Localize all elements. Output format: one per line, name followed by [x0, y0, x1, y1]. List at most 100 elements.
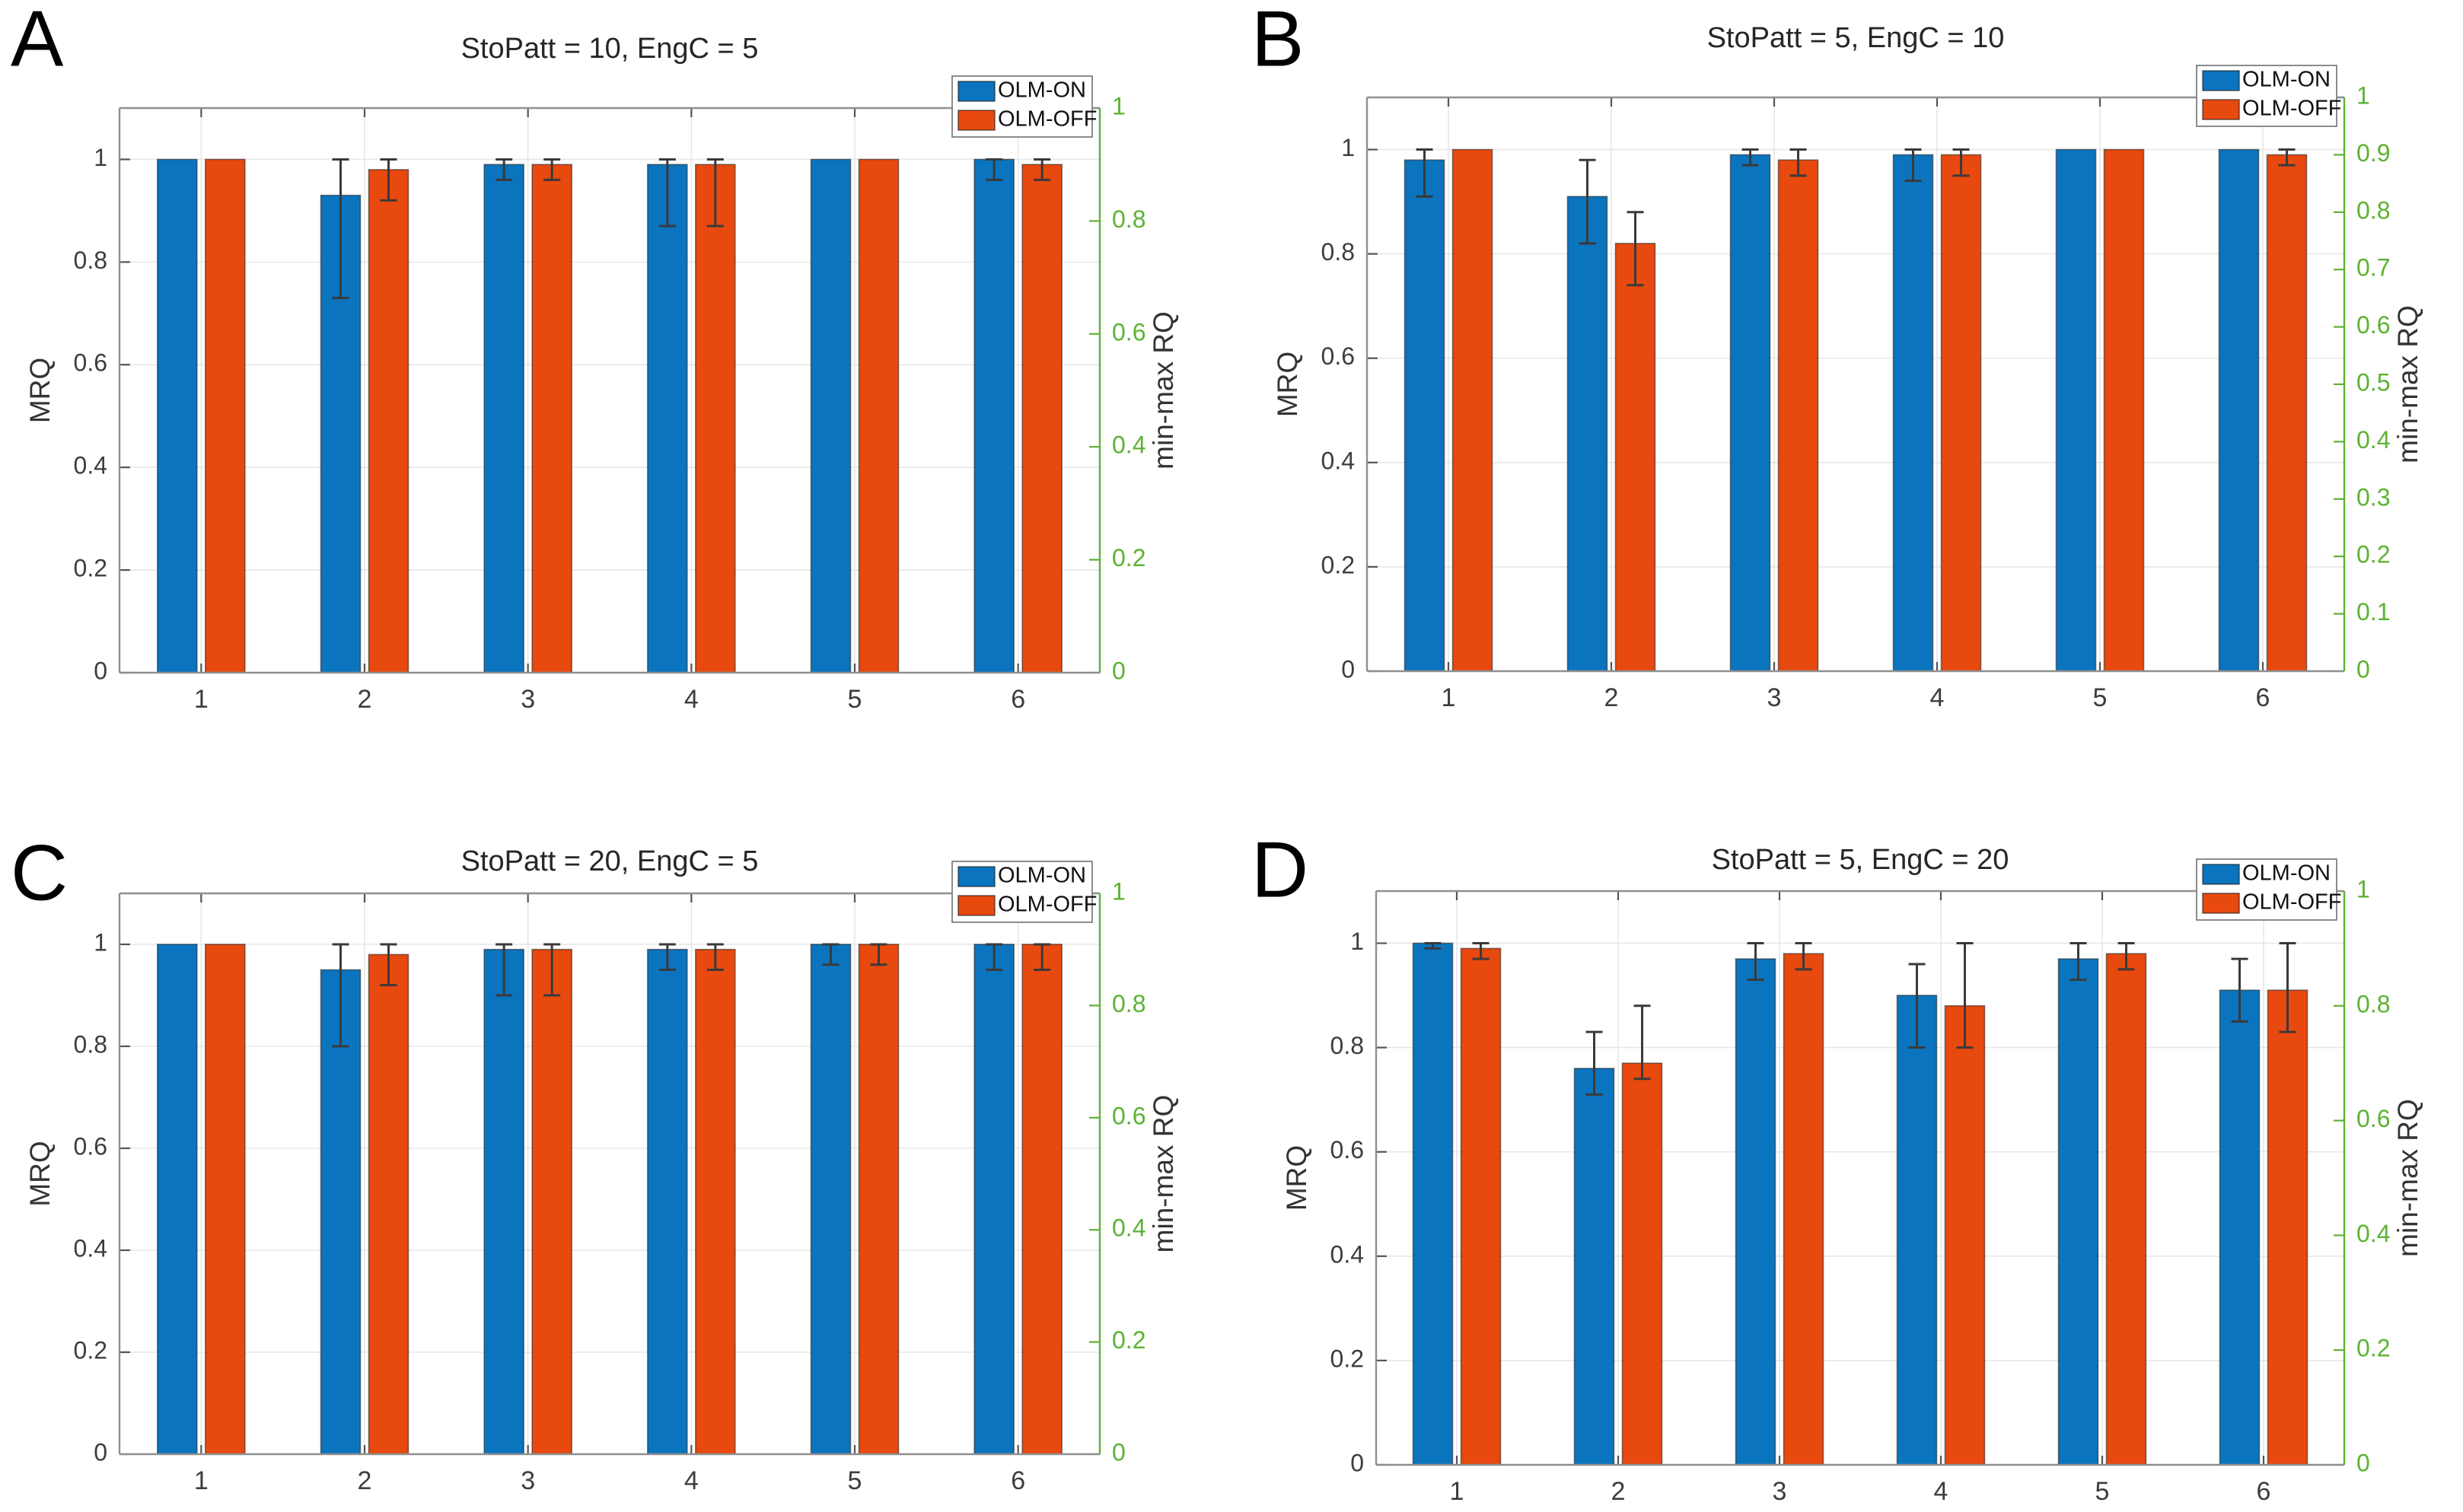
bar-olm-on-6	[973, 158, 1015, 673]
legend: OLM-ON OLM-OFF	[951, 75, 1098, 138]
y-axis-tick-label: 1	[1350, 928, 1364, 955]
x-axis-tick-label: 3	[1773, 1477, 1787, 1506]
error-bar-olm-off-2	[380, 943, 397, 987]
y-axis-tick-label: 0.8	[74, 247, 107, 274]
x-axis-tick-label: 4	[684, 1466, 699, 1495]
right-axis-label: min-max RQ	[1148, 1095, 1179, 1253]
y-axis-tick-label: 0.6	[74, 1132, 107, 1160]
panel-B: 0 0.2 0.4 0.6 0.8 1 0 0.1 0.2 0.3 0.4 0.5 0.6 0.7 0.8 0…	[1232, 0, 2463, 756]
bar-chart-panel-B: 0 0.2 0.4 0.6 0.8 1 0 0.1 0.2 0.3 0.4 0.5 0.6 0.7 0.8 0…	[1251, 0, 2423, 712]
bar-olm-on-4	[647, 948, 688, 1455]
right-axis-tick-label: 0.2	[1112, 1326, 1145, 1354]
plot-area	[119, 893, 1100, 1454]
y-axis-tick-label: 0.6	[1330, 1136, 1364, 1163]
bar-olm-on-6	[2219, 989, 2261, 1466]
bar-olm-on-3	[1735, 958, 1776, 1466]
x-axis-tick-label: 6	[2256, 683, 2270, 712]
x-axis-tick-label: 5	[2095, 1477, 2110, 1506]
x-axis-tick-label: 2	[358, 1466, 372, 1495]
bar-olm-on-3	[1729, 154, 1771, 672]
error-bar-olm-on-4	[658, 158, 676, 228]
y-axis-tick-label: 0.4	[74, 452, 107, 479]
bar-olm-off-6	[1021, 164, 1063, 673]
bar-olm-off-3	[1783, 953, 1824, 1466]
left-axis-label: MRQ	[24, 358, 56, 423]
right-axis-tick-label: 0.6	[2356, 1105, 2390, 1132]
bar-olm-off-6	[2267, 989, 2308, 1466]
y-axis-tick-label: 0.2	[74, 555, 107, 582]
error-bar-olm-off-4	[1952, 148, 1970, 177]
x-axis-tick-label: 6	[1011, 685, 1025, 714]
x-axis-tick-label: 2	[358, 685, 372, 714]
bar-olm-off-5	[858, 944, 900, 1455]
bar-olm-off-5	[858, 158, 900, 673]
x-axis-tick-label: 6	[1011, 1466, 1025, 1495]
bar-olm-off-5	[2103, 148, 2145, 672]
right-axis-tick-label: 0.8	[2356, 990, 2390, 1017]
y-axis-tick-label: 0.2	[74, 1336, 107, 1364]
x-axis-tick-label: 3	[521, 1466, 535, 1495]
panel-letter: A	[11, 0, 64, 83]
right-axis-tick-label: 0.8	[1112, 205, 1145, 233]
y-axis-tick-label: 0	[1350, 1449, 1364, 1476]
bar-olm-on-1	[1404, 159, 1445, 672]
bar-olm-on-1	[157, 944, 198, 1455]
error-bar-olm-on-2	[332, 158, 349, 300]
right-axis-tick-label: 0.4	[1112, 431, 1145, 459]
panel-letter: C	[11, 829, 68, 917]
right-axis-tick-label: 0.6	[2356, 311, 2390, 339]
error-bar-olm-on-3	[495, 158, 513, 181]
y-axis-tick-label: 0.6	[1321, 342, 1355, 370]
bar-olm-on-5	[810, 944, 852, 1455]
y-axis-tick-label: 1	[94, 144, 107, 171]
left-axis-label: MRQ	[24, 1141, 56, 1206]
bar-olm-on-3	[483, 164, 524, 673]
x-axis-tick-label: 1	[194, 1466, 209, 1495]
bar-chart-panel-C: 0 0.2 0.4 0.6 0.8 1 0 0.2 0.4 0.6 0.8 1 1 2 3 4 5 6 MRQ min…	[11, 829, 1179, 1495]
bar-olm-off-1	[205, 944, 246, 1455]
error-bar-olm-off-2	[380, 158, 397, 202]
right-axis-tick-label: 0.8	[1112, 990, 1145, 1017]
right-axis-tick-label: 1	[2356, 81, 2370, 109]
error-bar-olm-on-3	[1741, 148, 1759, 167]
y-axis-tick-label: 0.2	[1321, 551, 1355, 578]
chart-title: StoPatt = 5, EngC = 10	[1707, 22, 2005, 54]
error-bar-olm-off-3	[1795, 942, 1812, 971]
right-axis-tick-label: 0	[2356, 655, 2370, 683]
bar-chart-panel-A: 0 0.2 0.4 0.6 0.8 1 0 0.2 0.4 0.6 0.8 1 1 2 3 4 5 6 MRQ min…	[11, 0, 1179, 714]
right-axis-tick-label: 0.9	[2356, 139, 2390, 167]
x-axis-tick-label: 5	[848, 685, 862, 714]
right-axis-tick-label: 0.4	[1112, 1214, 1145, 1242]
right-axis-tick-label: 0.5	[2356, 368, 2390, 396]
bar-olm-on-2	[320, 969, 362, 1455]
error-bar-olm-on-6	[986, 943, 1003, 971]
x-axis-tick-label: 1	[1450, 1477, 1464, 1506]
y-axis-tick-label: 1	[94, 928, 107, 956]
error-bar-olm-on-1	[1424, 942, 1442, 950]
legend-swatch-olm-off	[957, 895, 996, 916]
legend-swatch-olm-on	[957, 866, 996, 887]
right-axis-tick-label: 0.6	[1112, 318, 1145, 345]
left-axis-label: MRQ	[1281, 1145, 1312, 1211]
error-bar-olm-off-4	[1956, 942, 1974, 1049]
y-axis-tick-label: 0	[1341, 655, 1355, 683]
legend-swatch-olm-off	[2202, 893, 2240, 914]
error-bar-olm-off-5	[870, 943, 887, 966]
bar-olm-on-6	[973, 944, 1015, 1455]
error-bar-olm-on-1	[1416, 148, 1433, 198]
right-axis-tick-label: 0.2	[1112, 544, 1145, 571]
error-bar-olm-off-3	[1789, 148, 1807, 177]
error-bar-olm-off-2	[1627, 211, 1644, 287]
bar-olm-on-1	[157, 158, 198, 673]
bar-olm-on-2	[1566, 196, 1608, 672]
axis-tick-marks	[1367, 97, 2264, 673]
bar-olm-off-1	[205, 158, 246, 673]
bar-olm-off-3	[531, 948, 572, 1455]
bar-olm-off-2	[1614, 243, 1656, 672]
legend: OLM-ON OLM-OFF	[951, 861, 1098, 923]
legend-label: OLM-ON	[2242, 68, 2331, 92]
bar-olm-on-5	[2055, 148, 2097, 672]
error-bar-olm-on-4	[1908, 963, 1926, 1049]
x-axis-tick-label: 6	[2257, 1477, 2271, 1506]
